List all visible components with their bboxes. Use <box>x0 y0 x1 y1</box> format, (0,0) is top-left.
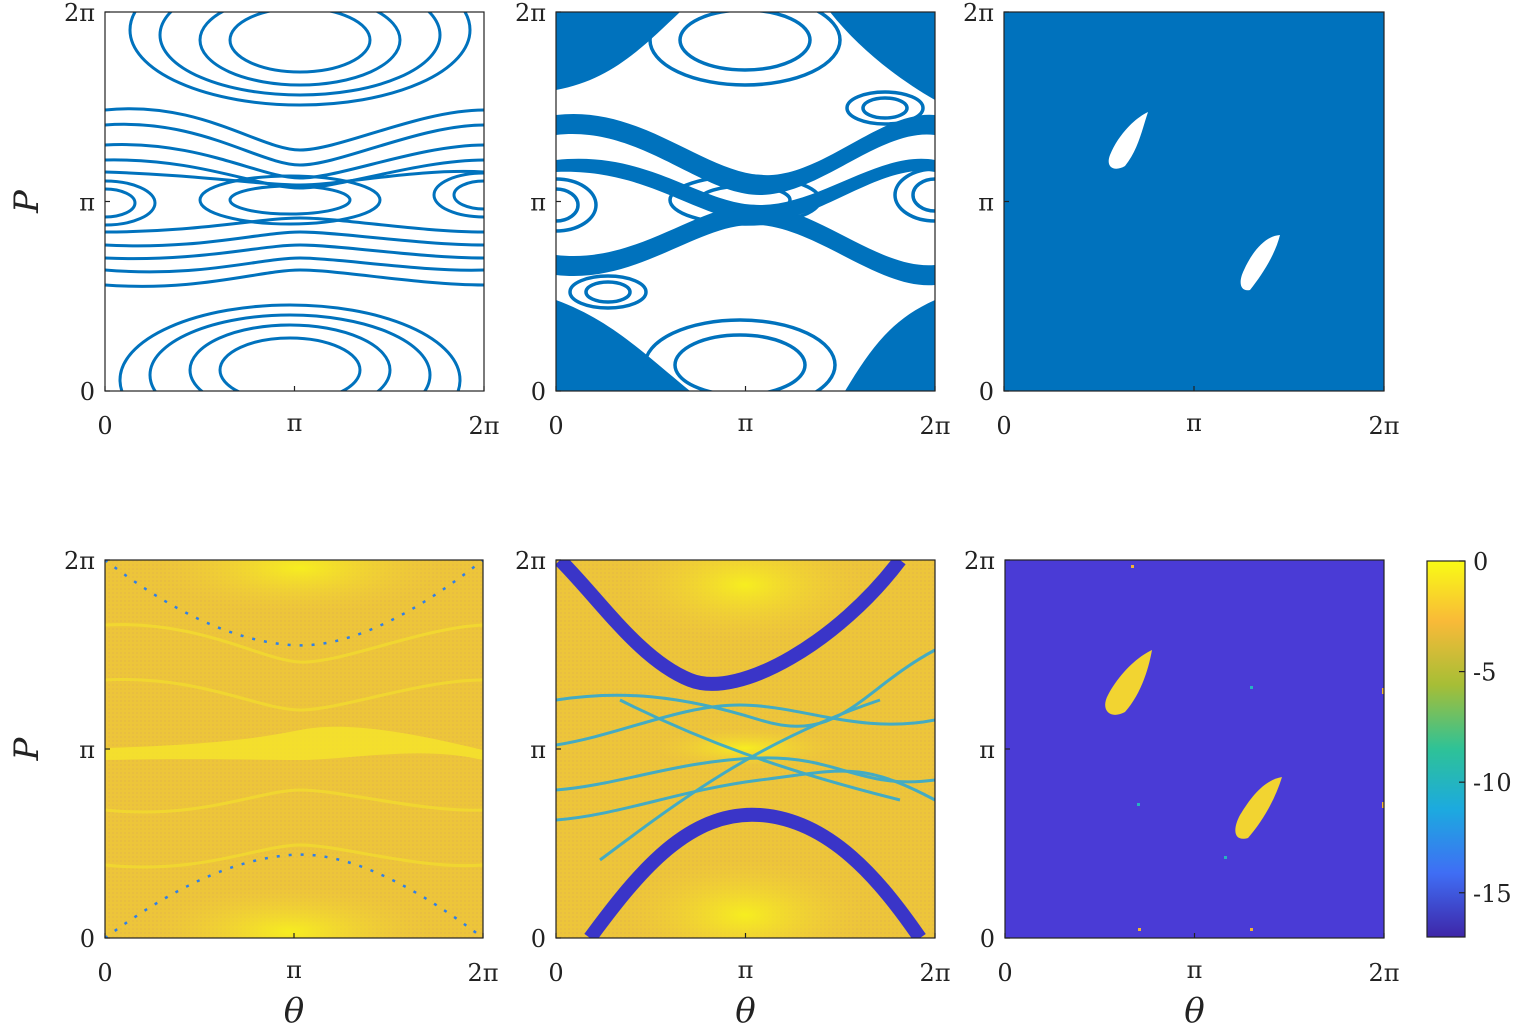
y-tick-label: π <box>979 736 995 764</box>
y-tick-label: 0 <box>80 925 95 953</box>
y-tick-label: π <box>79 736 95 764</box>
x-tick-label: 0 <box>548 412 563 440</box>
y-axis-label: P <box>7 736 47 761</box>
panel-bottom-center <box>555 559 936 939</box>
x-tick-label: π <box>286 956 302 984</box>
colorbar-tick-label: -10 <box>1473 769 1512 797</box>
y-tick-label: π <box>530 736 546 764</box>
x-tick-label: 2π <box>919 959 950 987</box>
colorbar-tick-label: -5 <box>1473 659 1496 687</box>
y-tick-label: 2π <box>964 547 995 575</box>
x-tick-label: π <box>287 409 303 437</box>
x-axis-label: θ <box>284 991 304 1028</box>
y-tick-label: 0 <box>531 925 546 953</box>
x-tick-label: 2π <box>468 412 499 440</box>
islands-top-right <box>1108 112 1280 291</box>
y-tick-label: 0 <box>531 378 546 406</box>
y-tick-label: 0 <box>80 378 95 406</box>
panel-bottom-right <box>1004 559 1385 939</box>
colorbar-tick-label: -15 <box>1473 880 1512 908</box>
y-axis-label: P <box>7 189 47 214</box>
x-tick-label: 0 <box>997 959 1012 987</box>
x-tick-label: π <box>738 409 754 437</box>
colorbar: 0 -5 -10 -15 <box>1426 548 1512 938</box>
x-tick-label: 2π <box>1368 412 1399 440</box>
x-tick-label: 2π <box>1368 959 1399 987</box>
y-tick-label: 2π <box>515 0 546 27</box>
panel-top-left <box>104 11 485 392</box>
x-tick-label: 0 <box>996 412 1011 440</box>
y-tick-label: π <box>978 189 994 217</box>
x-tick-label: π <box>738 956 754 984</box>
panel-top-center <box>555 11 936 392</box>
x-tick-label: 2π <box>467 959 498 987</box>
x-axis-label: θ <box>1184 991 1204 1028</box>
colorbar-tick-label: 0 <box>1473 548 1488 576</box>
heatmap-bottom-center <box>556 560 935 938</box>
y-tick-label: 2π <box>515 547 546 575</box>
x-axis-label: θ <box>735 991 755 1028</box>
y-tick-label: 2π <box>963 0 994 27</box>
y-tick-label: π <box>79 189 95 217</box>
y-tick-label: π <box>530 189 546 217</box>
heatmap-bottom-right <box>1105 565 1384 931</box>
y-tick-label: 2π <box>64 0 95 27</box>
panel-bottom-left <box>104 559 484 939</box>
x-tick-label: 0 <box>97 412 112 440</box>
axes-ticks: 0 π 2π 0 π 2π P 0 π 2π 0 π 2π 0 π 2π 0 π 2π 0 π 2π 0 π 2π θ P 0 π 2π 0… <box>7 0 1400 1028</box>
x-tick-label: 0 <box>97 959 112 987</box>
y-tick-label: 0 <box>980 925 995 953</box>
orbits-top-center <box>556 12 935 391</box>
x-tick-label: 2π <box>919 412 950 440</box>
heatmap-bottom-left <box>105 560 483 938</box>
panel-top-right <box>1003 11 1385 392</box>
orbits-top-left <box>105 12 484 391</box>
y-tick-label: 2π <box>64 547 95 575</box>
x-tick-label: π <box>1186 409 1202 437</box>
y-tick-label: 0 <box>979 378 994 406</box>
x-tick-label: 0 <box>548 959 563 987</box>
x-tick-label: π <box>1187 956 1203 984</box>
colorbar-ticks: 0 -5 -10 -15 <box>1459 548 1512 908</box>
